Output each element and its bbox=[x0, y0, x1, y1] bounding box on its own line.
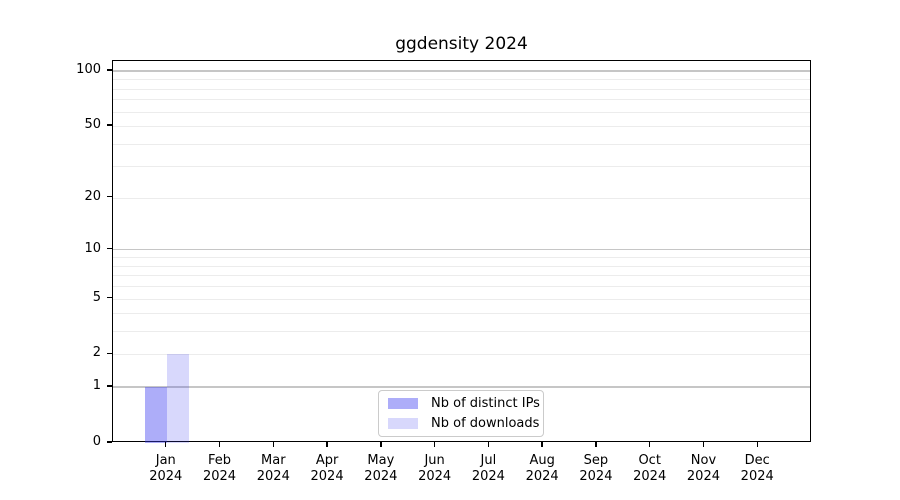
gridline-major bbox=[113, 70, 810, 72]
x-tick bbox=[541, 442, 543, 447]
legend-swatch-downloads bbox=[388, 418, 418, 429]
gridline-minor bbox=[113, 354, 810, 356]
legend-item-downloads: Nb of downloads bbox=[388, 414, 539, 433]
y-tick-label: 10 bbox=[84, 240, 101, 256]
x-tick bbox=[433, 442, 436, 447]
x-tick-year: 2024 bbox=[633, 469, 667, 484]
x-tick-year: 2024 bbox=[202, 469, 237, 484]
x-tick-year: 2024 bbox=[364, 469, 398, 484]
legend: Nb of distinct IPs Nb of downloads bbox=[378, 390, 544, 437]
bar-distinct-ips bbox=[144, 387, 167, 443]
x-tick-year: 2024 bbox=[256, 469, 290, 484]
x-tick-year: 2024 bbox=[740, 469, 774, 484]
x-tick bbox=[487, 442, 490, 447]
x-tick bbox=[756, 442, 758, 447]
gridline-minor bbox=[113, 99, 810, 101]
x-tick-label: Jan 2024 bbox=[138, 453, 194, 485]
legend-label-downloads: Nb of downloads bbox=[431, 416, 540, 431]
gridline-minor bbox=[113, 111, 810, 113]
x-tick bbox=[648, 442, 651, 447]
chart-title: ggdensity 2024 bbox=[395, 34, 528, 54]
gridline-minor bbox=[113, 143, 810, 145]
y-tick-label: 2 bbox=[92, 345, 101, 361]
y-tick-label: 1 bbox=[92, 378, 101, 394]
x-tick-label: Jun 2024 bbox=[407, 453, 463, 485]
x-tick-year: 2024 bbox=[525, 469, 559, 484]
x-tick bbox=[326, 442, 328, 447]
x-tick-year: 2024 bbox=[686, 469, 720, 484]
gridline-minor bbox=[113, 298, 810, 300]
x-tick-label: Nov 2024 bbox=[675, 453, 731, 485]
x-tick-label: Feb 2024 bbox=[192, 453, 248, 485]
legend-item-distinct-ips: Nb of distinct IPs bbox=[388, 394, 540, 413]
gridline-minor bbox=[113, 197, 810, 199]
gridline-major bbox=[113, 249, 810, 251]
x-tick-label: Mar 2024 bbox=[245, 453, 301, 485]
x-tick-month: Jun bbox=[424, 453, 445, 468]
x-tick-month: Aug bbox=[529, 453, 555, 468]
x-tick-month: Dec bbox=[744, 453, 770, 468]
x-tick-month: Jul bbox=[480, 453, 497, 468]
gridline-minor bbox=[113, 88, 810, 90]
y-tick-label: 100 bbox=[76, 62, 101, 78]
x-tick-month: Apr bbox=[315, 453, 339, 468]
legend-swatch-distinct-ips bbox=[388, 398, 418, 409]
x-tick-month: May bbox=[367, 453, 395, 468]
y-tick-label: 5 bbox=[92, 289, 101, 305]
gridline-minor bbox=[113, 166, 810, 168]
x-tick-month: Sep bbox=[583, 453, 609, 468]
x-tick bbox=[272, 442, 274, 447]
x-tick-year: 2024 bbox=[310, 469, 344, 484]
x-tick-label: Apr 2024 bbox=[299, 453, 355, 485]
gridline-minor bbox=[113, 265, 810, 267]
y-tick-label: 0 bbox=[92, 434, 101, 449]
x-tick bbox=[702, 442, 705, 447]
x-tick-year: 2024 bbox=[418, 469, 452, 484]
y-tick-label: 20 bbox=[84, 188, 101, 204]
x-tick-year: 2024 bbox=[579, 469, 613, 484]
gridline-minor bbox=[113, 79, 810, 81]
gridline-minor bbox=[113, 275, 810, 277]
gridline-minor bbox=[113, 331, 810, 333]
x-tick-label: Oct 2024 bbox=[622, 453, 678, 485]
y-tick-label: 50 bbox=[84, 117, 101, 133]
x-tick-label: Dec 2024 bbox=[729, 453, 785, 485]
x-tick-month: Oct bbox=[638, 453, 661, 468]
x-tick-month: Jan bbox=[155, 453, 176, 468]
gridline-minor bbox=[113, 126, 810, 128]
gridline-minor bbox=[113, 257, 810, 259]
x-tick-month: Mar bbox=[261, 453, 286, 468]
x-tick bbox=[595, 442, 597, 447]
x-tick-month: Feb bbox=[208, 453, 232, 468]
gridline-minor bbox=[113, 286, 810, 288]
plot-area bbox=[112, 60, 811, 443]
x-tick-year: 2024 bbox=[471, 469, 505, 484]
x-tick-label: Sep 2024 bbox=[568, 453, 624, 485]
x-tick bbox=[218, 442, 221, 447]
x-tick-label: May 2024 bbox=[353, 453, 409, 485]
gridline-major bbox=[113, 386, 810, 388]
bar-downloads bbox=[166, 354, 189, 443]
x-tick bbox=[380, 442, 382, 447]
x-tick-year: 2024 bbox=[149, 469, 183, 484]
gridline-minor bbox=[113, 313, 810, 315]
x-tick-month: Nov bbox=[690, 453, 717, 468]
x-tick-label: Jul 2024 bbox=[460, 453, 516, 485]
legend-label-distinct-ips: Nb of distinct IPs bbox=[431, 396, 540, 411]
x-tick-label: Aug 2024 bbox=[514, 453, 570, 485]
